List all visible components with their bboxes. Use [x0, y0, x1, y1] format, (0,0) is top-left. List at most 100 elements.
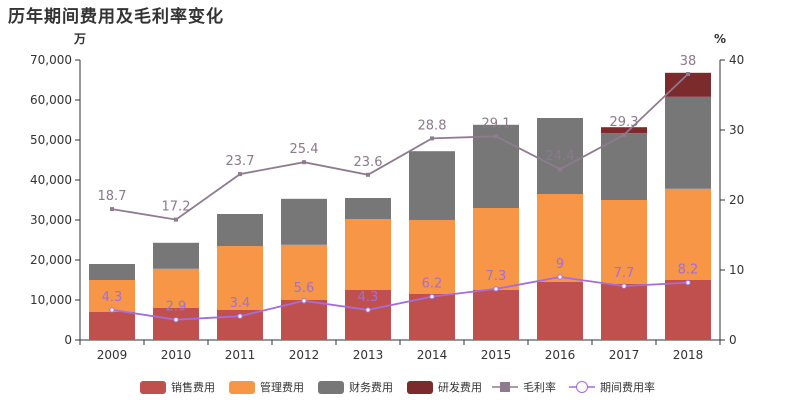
- line-point: [301, 298, 307, 304]
- bar-segment: [537, 194, 583, 282]
- legend: 销售费用 管理费用 财务费用 研发费用 毛利率 期间费用率: [140, 380, 655, 394]
- x-tick-label: 2015: [481, 348, 512, 362]
- bar-segment: [89, 280, 135, 312]
- line-point: [174, 217, 178, 222]
- bar-segment: [665, 188, 711, 280]
- line-point: [557, 274, 563, 280]
- legend-swatch: [318, 381, 344, 394]
- bar-segment: [345, 198, 391, 220]
- line-series-path: [111, 73, 689, 221]
- legend-label: 销售费用: [171, 380, 215, 394]
- bar-segment: [217, 246, 263, 310]
- x-tick-label: 2017: [609, 348, 640, 362]
- line-point: [238, 172, 242, 177]
- data-label: 38: [680, 54, 697, 69]
- bar-segment: [153, 308, 199, 340]
- line-point: [429, 293, 435, 300]
- bar-segment: [473, 208, 519, 290]
- left-tick-label: 70,000: [30, 53, 72, 67]
- x-tick-label: 2018: [673, 348, 704, 362]
- data-label: 6.2: [422, 277, 443, 292]
- data-label: 25.4: [290, 142, 319, 157]
- left-tick-label: 10,000: [30, 293, 72, 307]
- legend-label: 期间费用率: [600, 380, 655, 394]
- bar-segment: [345, 290, 391, 340]
- bar-segment: [665, 72, 711, 97]
- legend-swatch: [407, 381, 433, 394]
- legend-marker: [500, 382, 510, 392]
- legend-label: 毛利率: [523, 380, 556, 394]
- bar-segment: [537, 118, 583, 194]
- bar-segment: [281, 300, 327, 340]
- left-tick-label: 0: [64, 333, 72, 347]
- bar-segment: [345, 219, 391, 290]
- legend-label: 研发费用: [438, 380, 482, 394]
- data-label: 9: [556, 257, 564, 272]
- right-axis-unit: %: [714, 32, 726, 46]
- line-point: [493, 286, 499, 292]
- data-label: 17.2: [162, 200, 191, 215]
- bar-segment: [217, 214, 263, 246]
- bar-segment: [409, 220, 455, 294]
- data-label: 23.7: [226, 154, 255, 169]
- line-point: [302, 160, 306, 165]
- line-point: [494, 134, 498, 139]
- data-label: 8.2: [678, 263, 699, 278]
- bar-segment: [473, 124, 519, 208]
- bar-segment: [601, 200, 647, 284]
- data-label: 7.3: [486, 269, 507, 284]
- right-tick-label: 20: [729, 193, 744, 207]
- data-label: 2.9: [166, 300, 187, 315]
- line-point: [621, 283, 627, 289]
- bar-segment: [601, 133, 647, 200]
- bars: [89, 72, 711, 340]
- line-point: [430, 136, 434, 141]
- data-labels: 18.7 17.2 23.7 25.4 23.6 28.8 29.1 24.4 29.3 38 4.…: [98, 54, 699, 315]
- data-label: 24.4: [546, 149, 575, 164]
- lines: [109, 72, 691, 323]
- left-tick-label: 20,000: [30, 253, 72, 267]
- line-point: [622, 132, 626, 137]
- left-axis-unit: 万: [73, 32, 86, 46]
- line-point: [685, 279, 691, 286]
- data-label: 29.1: [482, 116, 511, 131]
- data-label: 29.3: [610, 115, 639, 130]
- line-point: [558, 167, 562, 172]
- x-tick-label: 2013: [353, 348, 384, 362]
- data-label: 7.7: [614, 266, 635, 281]
- left-tick-label: 60,000: [30, 93, 72, 107]
- x-tick-label: 2014: [417, 348, 448, 362]
- data-label: 28.8: [418, 118, 447, 133]
- left-tick-label: 30,000: [30, 213, 72, 227]
- x-tick-label: 2016: [545, 348, 576, 362]
- bar-segment: [601, 127, 647, 134]
- line-point: [366, 172, 370, 177]
- axes: 0 10,000 20,000 30,000 40,000 50,000 60,000 70,…: [30, 32, 744, 362]
- bar-segment: [281, 244, 327, 300]
- legend-swatch: [140, 381, 166, 394]
- legend-label: 管理费用: [260, 380, 304, 394]
- right-tick-label: 40: [729, 53, 744, 67]
- legend-label: 财务费用: [349, 380, 393, 394]
- bar-segment: [537, 282, 583, 340]
- data-label: 23.6: [354, 155, 383, 170]
- right-tick-label: 0: [729, 333, 737, 347]
- bar-segment: [409, 294, 455, 340]
- bar-segment: [665, 280, 711, 340]
- right-tick-label: 10: [729, 263, 744, 277]
- bar-segment: [665, 96, 711, 189]
- bar-segment: [409, 151, 455, 220]
- bar-segment: [601, 284, 647, 340]
- x-tick-label: 2011: [225, 348, 256, 362]
- line-point: [686, 72, 690, 76]
- x-tick-label: 2009: [97, 348, 128, 362]
- line-point: [365, 307, 371, 313]
- chart-title: 历年期间费用及毛利率变化: [8, 7, 224, 27]
- line-point: [110, 207, 114, 212]
- data-label: 18.7: [98, 189, 127, 204]
- right-tick-label: 30: [729, 123, 744, 137]
- line-point: [109, 307, 115, 313]
- line-series-path: [111, 276, 689, 321]
- x-tick-label: 2010: [161, 348, 192, 362]
